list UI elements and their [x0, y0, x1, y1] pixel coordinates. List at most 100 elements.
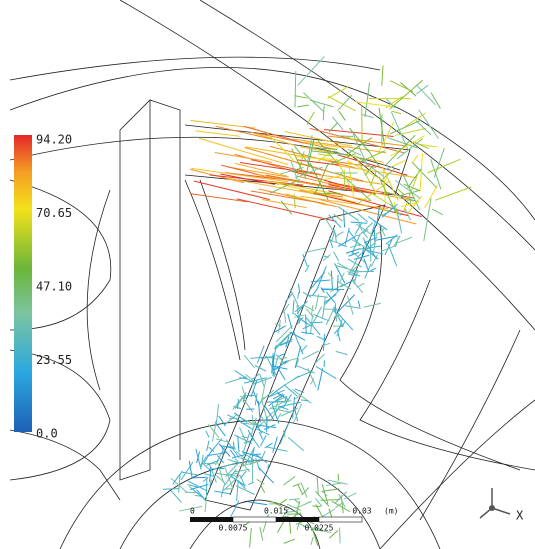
vector — [255, 365, 266, 371]
vector — [242, 436, 248, 438]
vector — [305, 501, 311, 504]
vector — [293, 300, 294, 314]
vector — [321, 500, 340, 501]
vector — [336, 351, 348, 354]
vector — [285, 312, 286, 323]
vector — [323, 255, 331, 261]
vector — [390, 80, 423, 109]
vector — [419, 110, 439, 139]
vector — [279, 499, 287, 504]
vector — [279, 320, 281, 333]
vector — [301, 332, 314, 334]
vector — [416, 121, 431, 135]
vector — [196, 131, 241, 136]
vector — [390, 120, 421, 134]
vector — [277, 413, 281, 419]
legend-tick-label: 70.65 — [36, 206, 72, 220]
vector — [321, 343, 330, 346]
geometry — [10, 0, 535, 549]
vector — [250, 528, 252, 547]
vector — [190, 194, 247, 202]
vector — [335, 232, 336, 242]
axis-triad — [480, 488, 510, 518]
vector — [343, 210, 344, 228]
scale-label: 0.015 — [264, 507, 288, 516]
legend-tick-label: 47.10 — [36, 280, 72, 294]
vector — [316, 366, 336, 378]
vector — [261, 486, 265, 493]
vector — [206, 431, 209, 438]
vector — [328, 273, 333, 279]
vector — [315, 354, 324, 363]
vector — [323, 105, 324, 120]
vector — [382, 65, 383, 85]
vector — [431, 93, 440, 109]
vector — [298, 56, 325, 85]
vector — [284, 385, 298, 396]
vector — [203, 478, 208, 482]
vector — [312, 287, 318, 295]
vector — [323, 297, 326, 319]
vector — [345, 306, 360, 309]
vector — [425, 185, 438, 208]
vector — [163, 489, 179, 490]
vector — [313, 506, 321, 507]
vector — [252, 415, 253, 424]
vector — [289, 499, 300, 500]
vector — [311, 537, 313, 545]
vector — [405, 113, 425, 126]
vector — [192, 489, 205, 500]
vector — [191, 168, 288, 181]
vector — [386, 135, 415, 165]
vector — [318, 193, 340, 194]
vector — [331, 270, 332, 289]
vector — [328, 87, 349, 99]
vector — [238, 436, 239, 452]
velocity-vectors — [163, 56, 472, 547]
vector — [339, 111, 345, 120]
vector — [371, 268, 377, 271]
vector — [337, 275, 338, 291]
vector — [290, 289, 299, 309]
vector — [412, 155, 418, 163]
vector — [256, 429, 270, 435]
vector — [290, 521, 291, 533]
vector — [268, 464, 269, 471]
vector — [288, 437, 303, 450]
vector — [295, 71, 296, 107]
vector — [258, 467, 273, 483]
vector — [344, 170, 345, 189]
vector — [335, 492, 347, 503]
vector — [364, 303, 381, 307]
vector — [257, 346, 264, 363]
vector — [295, 157, 337, 160]
vector — [294, 96, 307, 99]
scale-unit: (m) — [384, 507, 398, 516]
vector — [424, 198, 431, 241]
vector — [248, 502, 268, 505]
vector — [332, 501, 350, 511]
vector — [394, 236, 400, 246]
vector — [207, 441, 209, 452]
scale-label: 0.03 — [352, 507, 371, 516]
vector — [317, 266, 326, 288]
vector — [352, 280, 363, 293]
vector — [284, 539, 295, 543]
vector — [401, 202, 419, 207]
legend-tick-label: 0.0 — [36, 427, 58, 441]
vector — [397, 237, 412, 243]
vector — [281, 201, 292, 214]
vector — [334, 252, 339, 262]
vector — [298, 292, 299, 298]
vector — [262, 451, 265, 458]
vector — [294, 499, 299, 503]
vector — [219, 416, 226, 426]
vector — [307, 112, 314, 124]
vector — [318, 368, 323, 390]
vector — [432, 209, 443, 215]
vector — [295, 346, 301, 368]
scale-label: 0.0075 — [219, 524, 248, 533]
scene: 94.2070.6547.1023.550.0 00.00750.0150.02… — [0, 0, 535, 549]
vector — [248, 482, 254, 484]
vector — [323, 509, 335, 517]
